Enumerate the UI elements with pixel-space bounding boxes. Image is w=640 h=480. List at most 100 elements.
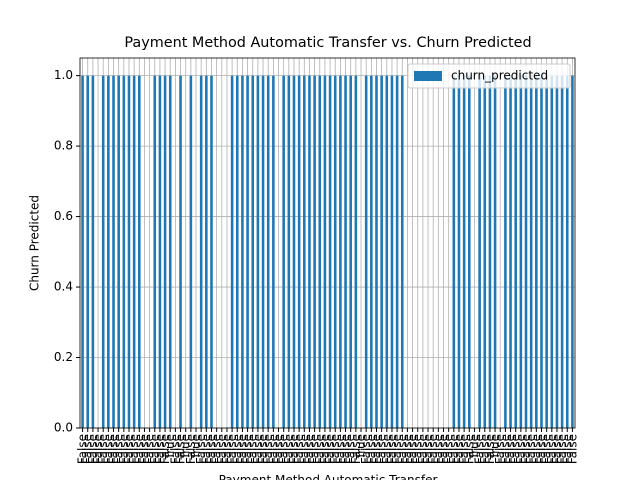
x-tick-label: False bbox=[442, 434, 456, 464]
x-tick-label: False bbox=[297, 434, 311, 464]
bar bbox=[550, 75, 554, 428]
bar bbox=[303, 75, 306, 428]
x-tick-label: False bbox=[199, 434, 213, 464]
x-tick-label: False bbox=[112, 434, 126, 464]
legend-swatch bbox=[414, 71, 442, 81]
y-tick-label: 0.6 bbox=[54, 209, 73, 223]
bar bbox=[127, 75, 131, 428]
bar bbox=[364, 75, 368, 428]
x-tick-label: False bbox=[246, 434, 260, 464]
bar bbox=[524, 75, 528, 428]
x-tick-label: True bbox=[179, 434, 193, 461]
bar bbox=[272, 75, 275, 428]
x-tick-label: False bbox=[529, 434, 543, 464]
bar bbox=[101, 75, 105, 428]
bar bbox=[380, 75, 383, 428]
bar bbox=[385, 75, 389, 428]
x-tick-label: False bbox=[565, 434, 579, 464]
bar bbox=[261, 75, 265, 428]
x-tick-label: False bbox=[431, 434, 445, 464]
x-tick-label: False bbox=[534, 434, 548, 464]
x-tick-label: False bbox=[514, 434, 528, 464]
bar bbox=[390, 75, 394, 428]
x-tick-label: False bbox=[344, 434, 358, 464]
bar bbox=[81, 75, 84, 428]
x-tick-label: True bbox=[163, 434, 177, 461]
bar bbox=[452, 75, 456, 428]
x-tick-label: False bbox=[540, 434, 554, 464]
y-tick-label: 0.2 bbox=[54, 350, 73, 364]
y-tick-label: 0.4 bbox=[54, 280, 73, 294]
x-tick-label: False bbox=[318, 434, 332, 464]
bar bbox=[370, 75, 373, 428]
bar bbox=[241, 75, 244, 428]
bar bbox=[344, 75, 347, 428]
x-tick-label: False bbox=[230, 434, 244, 464]
x-tick-label: False bbox=[215, 434, 229, 464]
x-tick-label: False bbox=[426, 434, 440, 464]
x-tick-label: False bbox=[519, 434, 533, 464]
bar bbox=[535, 75, 538, 428]
x-tick-label: False bbox=[390, 434, 404, 464]
bar bbox=[86, 75, 90, 428]
bar bbox=[246, 75, 249, 428]
x-tick-label: False bbox=[349, 434, 363, 464]
x-tick-label: False bbox=[292, 434, 306, 464]
x-tick-label: False bbox=[545, 434, 559, 464]
x-tick-label: False bbox=[272, 434, 286, 464]
bar bbox=[375, 75, 378, 428]
bar bbox=[199, 75, 203, 428]
x-tick-label: False bbox=[158, 434, 172, 464]
x-tick-label: False bbox=[107, 434, 121, 464]
bar bbox=[158, 75, 162, 428]
y-tick-label: 0.0 bbox=[54, 421, 73, 435]
x-tick-label: False bbox=[277, 434, 291, 464]
bar bbox=[483, 75, 487, 428]
x-tick-label: False bbox=[81, 434, 95, 464]
x-tick-label: True bbox=[354, 434, 368, 461]
x-tick-label: False bbox=[96, 434, 110, 464]
bar bbox=[235, 75, 239, 428]
y-tick-label: 1.0 bbox=[54, 68, 73, 82]
x-tick-label: True bbox=[189, 434, 203, 461]
chart-title: Payment Method Automatic Transfer vs. Ch… bbox=[124, 35, 531, 51]
x-tick-label: False bbox=[261, 434, 275, 464]
x-tick-label: False bbox=[235, 434, 249, 464]
x-tick-label: False bbox=[174, 434, 188, 464]
x-tick-label: False bbox=[395, 434, 409, 464]
bar bbox=[514, 75, 517, 428]
x-tick-label: False bbox=[380, 434, 394, 464]
bar bbox=[179, 75, 182, 428]
x-tick-label: False bbox=[550, 434, 564, 464]
x-tick-label: False bbox=[282, 434, 296, 464]
x-axis-label: Payment Method Automatic Transfer bbox=[219, 473, 438, 480]
x-tick-label: False bbox=[400, 434, 414, 464]
x-tick-label: False bbox=[524, 434, 538, 464]
bar bbox=[519, 75, 523, 428]
x-tick-label: False bbox=[493, 434, 507, 464]
bar bbox=[205, 75, 208, 428]
bar bbox=[308, 75, 311, 428]
bar bbox=[333, 75, 337, 428]
bar bbox=[328, 75, 332, 428]
bar bbox=[339, 75, 342, 428]
x-tick-label: False bbox=[256, 434, 270, 464]
x-tick-label: False bbox=[91, 434, 105, 464]
x-tick-label: False bbox=[251, 434, 265, 464]
bar bbox=[318, 75, 322, 428]
bar bbox=[117, 75, 120, 428]
x-tick-label: False bbox=[339, 434, 353, 464]
bar bbox=[189, 75, 193, 428]
x-tick-label: False bbox=[302, 434, 316, 464]
bar bbox=[153, 75, 157, 428]
x-tick-label: False bbox=[416, 434, 430, 464]
x-tick-label: False bbox=[375, 434, 389, 464]
bar bbox=[555, 75, 559, 428]
x-tick-label: False bbox=[452, 434, 466, 464]
x-tick-label: False bbox=[504, 434, 518, 464]
x-tick-label: False bbox=[560, 434, 574, 464]
x-tick-label: False bbox=[447, 434, 461, 464]
x-tick-label: False bbox=[168, 434, 182, 464]
bar bbox=[282, 75, 285, 428]
x-tick-label: False bbox=[369, 434, 383, 464]
